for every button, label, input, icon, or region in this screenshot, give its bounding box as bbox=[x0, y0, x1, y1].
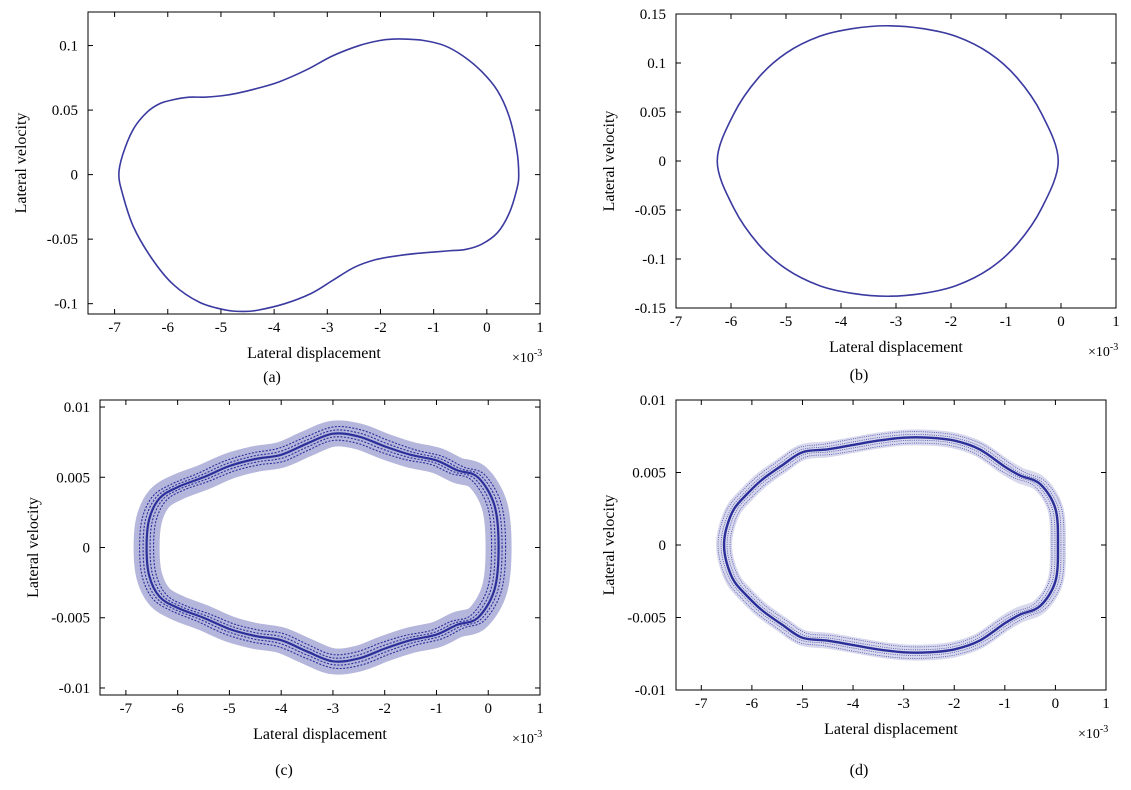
x-tick-label: -3 bbox=[321, 320, 334, 336]
x-multiplier: ×10-3 bbox=[512, 348, 542, 366]
chart-panel-4: -7 -6 -5 -4 -3 -2 -1 0 1 -0.01 -0.005 0 0.005 0.01 Lat… bbox=[601, 393, 1110, 779]
y-tick-label: 0.1 bbox=[647, 56, 666, 72]
x-axis-label: Lateral displacement bbox=[824, 721, 958, 738]
y-tick-label: -0.01 bbox=[59, 681, 90, 697]
x-tick-label: -5 bbox=[215, 320, 228, 336]
x-tick-label: 0 bbox=[1057, 314, 1065, 330]
x-tick-label: -7 bbox=[695, 696, 708, 712]
x-tick-label: 1 bbox=[536, 701, 544, 717]
x-axis-label: Lateral displacement bbox=[829, 339, 963, 356]
x-tick-label: 0 bbox=[483, 320, 491, 336]
y-tick-label: -0.15 bbox=[635, 301, 666, 317]
x-tick-label: -1 bbox=[999, 696, 1012, 712]
y-tick-label: 0.01 bbox=[640, 393, 666, 409]
x-tick-label: -5 bbox=[796, 696, 809, 712]
x-tick-label: -6 bbox=[171, 701, 184, 717]
y-tick-label: 0.15 bbox=[640, 7, 666, 23]
y-tick-label: 0.05 bbox=[52, 103, 78, 119]
x-tick-label: -3 bbox=[327, 701, 340, 717]
plot-frame bbox=[87, 11, 541, 315]
y-tick-label: 0.05 bbox=[640, 105, 666, 121]
y-tick-label: 0 bbox=[659, 154, 667, 170]
x-tick-label: -4 bbox=[275, 701, 288, 717]
y-tick-label: -0.005 bbox=[627, 611, 666, 627]
series-orbit bbox=[142, 429, 503, 666]
x-multiplier: ×10-3 bbox=[1078, 724, 1108, 742]
x-tick-label: -4 bbox=[847, 696, 860, 712]
y-tick-label: 0.005 bbox=[632, 466, 666, 482]
panel-label: (d) bbox=[850, 762, 869, 779]
x-tick-label: -3 bbox=[897, 696, 910, 712]
x-tick-label: -6 bbox=[162, 320, 175, 336]
panel-label: (b) bbox=[850, 367, 869, 384]
x-axis-label: Lateral displacement bbox=[253, 726, 387, 743]
series-orbit bbox=[139, 425, 507, 670]
series-orbit bbox=[153, 439, 493, 656]
x-tick-label: -2 bbox=[948, 696, 961, 712]
x-tick-label: -6 bbox=[725, 314, 738, 330]
x-tick-label: -1 bbox=[427, 320, 440, 336]
x-multiplier: ×10-3 bbox=[512, 729, 542, 747]
x-tick-label: -7 bbox=[120, 701, 133, 717]
x-tick-label: -6 bbox=[746, 696, 759, 712]
y-tick-label: -0.01 bbox=[635, 683, 666, 699]
y-tick-label: 0 bbox=[71, 168, 79, 184]
x-tick-label: -5 bbox=[780, 314, 793, 330]
series-orbit bbox=[149, 436, 496, 659]
y-tick-label: -0.1 bbox=[642, 252, 666, 268]
y-tick-label: 0.01 bbox=[64, 400, 90, 416]
x-tick-label: -3 bbox=[890, 314, 903, 330]
x-tick-label: -2 bbox=[374, 320, 387, 336]
x-tick-label: -2 bbox=[945, 314, 958, 330]
series-orbit bbox=[726, 439, 1056, 651]
x-tick-label: 0 bbox=[1052, 696, 1060, 712]
x-tick-label: -7 bbox=[670, 314, 683, 330]
x-tick-label: -4 bbox=[835, 314, 848, 330]
x-tick-label: -1 bbox=[430, 701, 443, 717]
series-line bbox=[716, 24, 1060, 298]
y-tick-label: 0.005 bbox=[56, 470, 90, 486]
series-line bbox=[722, 436, 1060, 654]
panel-label: (a) bbox=[263, 369, 281, 386]
y-tick-label: 0 bbox=[659, 538, 667, 554]
y-tick-label: -0.05 bbox=[47, 232, 78, 248]
chart-panel-1: -7 -6 -5 -4 -3 -2 -1 0 1 -0.1 -0.05 0 0.05 0.1 Lateral… bbox=[13, 11, 544, 386]
x-tick-label: -4 bbox=[268, 320, 281, 336]
series-line bbox=[145, 432, 500, 663]
series-orbit bbox=[720, 434, 1062, 656]
y-axis-label: Lateral velocity bbox=[601, 111, 618, 212]
y-axis-label: Lateral velocity bbox=[601, 495, 618, 596]
panel-label: (c) bbox=[275, 762, 293, 779]
x-multiplier: ×10-3 bbox=[1088, 342, 1118, 360]
x-tick-label: 0 bbox=[484, 701, 492, 717]
x-tick-label: -1 bbox=[1000, 314, 1013, 330]
y-axis-label: Lateral velocity bbox=[13, 113, 30, 214]
x-tick-label: 1 bbox=[1102, 696, 1110, 712]
chart-panel-3: -7 -6 -5 -4 -3 -2 -1 0 1 -0.01 -0.005 0 0.005 0.01 Lat… bbox=[25, 399, 544, 779]
x-tick-label: 1 bbox=[1112, 314, 1120, 330]
y-tick-label: -0.05 bbox=[635, 203, 666, 219]
x-axis-label: Lateral displacement bbox=[247, 345, 381, 362]
y-axis-label: Lateral velocity bbox=[25, 497, 42, 598]
x-tick-label: 1 bbox=[536, 320, 544, 336]
chart-panel-2: -7 -6 -5 -4 -3 -2 -1 0 1 -0.15 -0.1 -0.05 0 0.05 0.1 0.… bbox=[601, 7, 1120, 384]
series-orbit bbox=[729, 442, 1053, 648]
y-tick-label: 0 bbox=[83, 541, 91, 557]
x-tick-label: -5 bbox=[223, 701, 236, 717]
y-tick-label: -0.1 bbox=[54, 297, 78, 313]
y-tick-label: 0.1 bbox=[59, 39, 78, 55]
y-tick-label: -0.005 bbox=[51, 611, 90, 627]
plot-frame bbox=[675, 13, 1117, 309]
x-tick-label: -7 bbox=[108, 320, 121, 336]
series-line bbox=[118, 38, 520, 313]
x-tick-label: -2 bbox=[378, 701, 391, 717]
